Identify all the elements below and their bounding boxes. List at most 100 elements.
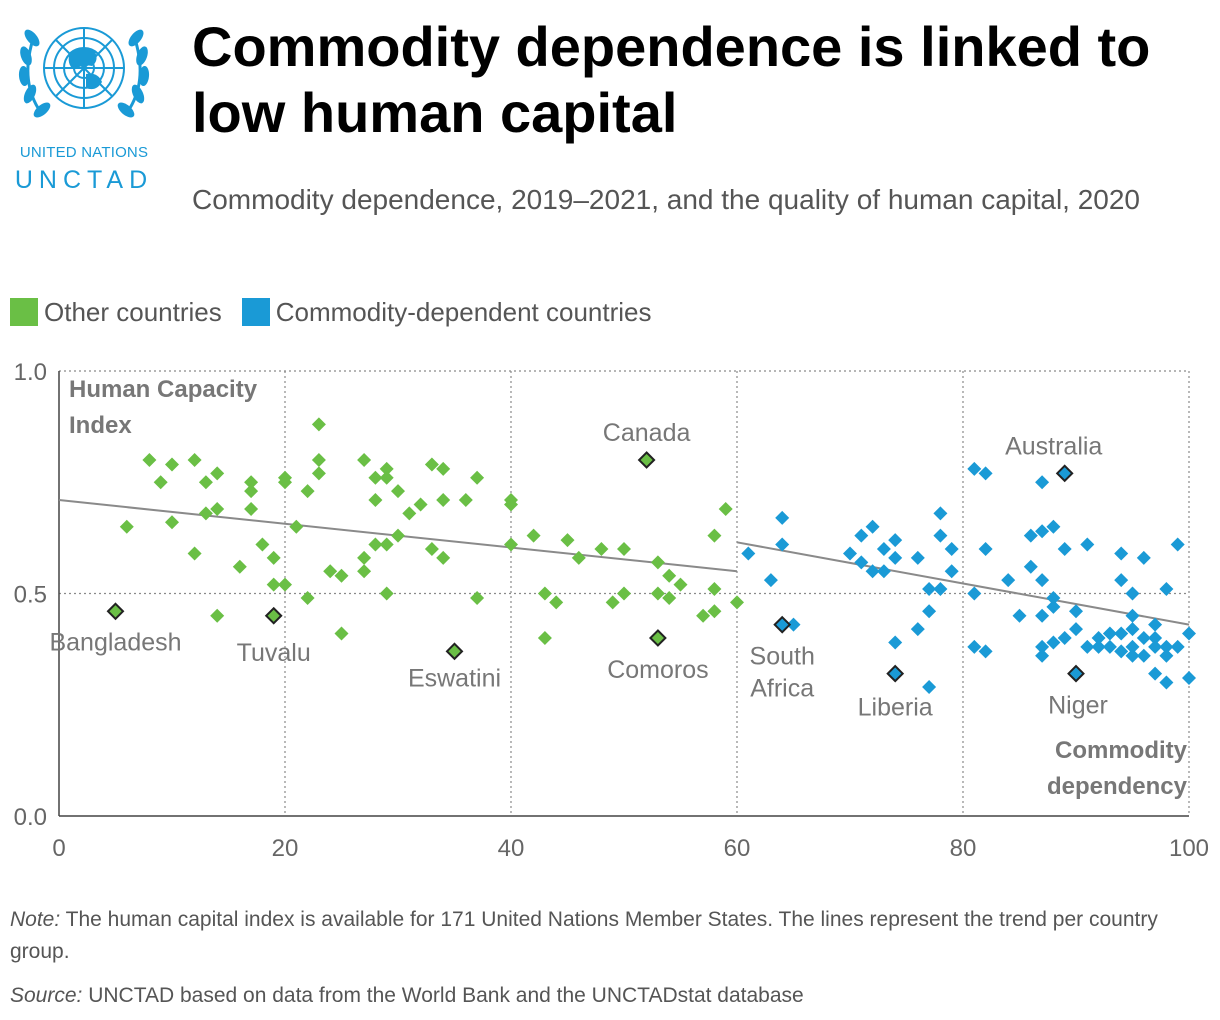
data-point-other: [300, 590, 315, 605]
data-point-other: [707, 528, 722, 543]
data-point-other: [617, 586, 631, 601]
data-point-other: [210, 501, 225, 516]
data-point-other: [650, 555, 665, 570]
data-point-other: [650, 586, 665, 601]
data-point-other: [368, 470, 383, 485]
data-point-commodity: [854, 528, 869, 543]
data-point-commodity: [1125, 648, 1140, 663]
data-point-commodity: [1035, 639, 1050, 654]
unctad-logo: UNITED NATIONS UNCTAD: [8, 8, 160, 198]
data-point-other: [119, 519, 134, 534]
data-point-commodity: [865, 564, 880, 579]
highlighted-point: [648, 629, 667, 647]
data-point-other: [560, 533, 575, 548]
data-point-commodity: [910, 622, 925, 637]
highlighted-point: [445, 642, 464, 661]
data-point-commodity: [1091, 639, 1106, 654]
logo-organization-text: UNITED NATIONS: [19, 144, 149, 161]
data-point-commodity: [933, 506, 948, 521]
data-point-other: [436, 461, 451, 476]
data-point-other: [549, 595, 564, 610]
logo-name-text: UNCTAD: [14, 166, 154, 194]
y-axis-title: Index: [69, 412, 132, 439]
data-point-commodity: [1069, 604, 1083, 619]
scatter-chart: 0 20 40 60 80 100 0.0 0.5 1.0 Human Capacity Index…: [14, 359, 1209, 862]
data-point-commodity: [1159, 582, 1174, 597]
data-point-other: [289, 519, 304, 534]
data-point-other: [436, 550, 451, 565]
data-point-other: [594, 542, 609, 556]
y-tick-label: 1.0: [14, 359, 47, 386]
data-point-commodity: [933, 528, 948, 543]
note-label: Note:: [10, 908, 61, 931]
data-point-other: [730, 595, 744, 610]
data-point-other: [504, 497, 518, 512]
legend-label-other: Other countries: [44, 296, 222, 327]
data-point-other: [662, 590, 677, 605]
data-point-other: [311, 417, 326, 432]
data-point-commodity: [922, 679, 937, 694]
data-point-commodity: [1136, 648, 1151, 663]
data-point-commodity: [1035, 475, 1050, 490]
data-point-commodity: [1159, 648, 1174, 663]
data-point-commodity: [843, 546, 857, 561]
data-point-other: [244, 501, 259, 516]
data-point-other: [311, 466, 326, 481]
data-point-other: [165, 457, 179, 472]
country-label: Africa: [750, 675, 814, 703]
data-point-commodity: [1125, 639, 1140, 654]
data-point-commodity: [933, 582, 948, 597]
data-point-other: [458, 493, 473, 508]
data-point-other: [391, 484, 405, 499]
chart-title: Commodity dependence is linked to low hu…: [192, 15, 1151, 144]
data-point-commodity: [1114, 573, 1129, 588]
data-point-commodity: [1136, 550, 1151, 565]
data-point-other: [368, 493, 383, 508]
y-axis-title: Human Capacity: [69, 376, 258, 403]
data-point-commodity: [854, 555, 869, 570]
data-point-other: [707, 604, 722, 619]
x-tick-label: 20: [272, 835, 299, 862]
data-point-commodity: [1159, 675, 1174, 690]
data-point-commodity: [763, 573, 778, 588]
data-point-commodity: [1114, 644, 1129, 659]
y-tick-label: 0.0: [14, 804, 47, 831]
data-point-commodity: [967, 639, 982, 654]
data-point-other: [278, 475, 292, 490]
data-point-commodity: [1148, 639, 1163, 654]
data-point-other: [526, 528, 541, 543]
data-point-other: [323, 564, 338, 579]
data-point-other: [696, 608, 711, 623]
data-point-commodity: [786, 617, 801, 632]
data-point-other: [617, 542, 631, 556]
data-point-other: [198, 506, 213, 521]
country-label: Comoros: [607, 656, 708, 684]
x-tick-label: 0: [52, 835, 65, 862]
data-point-commodity: [1080, 639, 1095, 654]
highlighted-point: [1055, 464, 1074, 483]
data-point-commodity: [1091, 631, 1106, 645]
data-point-commodity: [1035, 524, 1050, 539]
data-point-other: [334, 568, 349, 583]
x-tick-label: 80: [950, 835, 977, 862]
data-point-commodity: [1114, 546, 1129, 561]
chart-note: Note: The human capital index is availab…: [10, 904, 1215, 968]
data-point-other: [571, 550, 586, 565]
data-point-commodity: [741, 546, 756, 561]
country-label: Canada: [603, 419, 691, 447]
data-point-commodity: [978, 644, 993, 659]
legend-label-commodity: Commodity-dependent countries: [275, 296, 652, 327]
note-text: The human capital index is available for…: [10, 908, 1158, 963]
data-point-other: [424, 542, 439, 556]
data-point-commodity: [1136, 631, 1151, 645]
data-point-commodity: [1182, 626, 1196, 641]
data-point-other: [266, 550, 281, 565]
data-point-commodity: [1057, 542, 1072, 556]
country-label: Eswatini: [408, 664, 501, 692]
data-point-other: [210, 608, 225, 623]
data-point-other: [244, 475, 259, 490]
data-point-commodity: [1035, 648, 1050, 663]
data-point-commodity: [1069, 622, 1083, 637]
data-point-other: [153, 475, 168, 490]
data-point-other: [187, 453, 202, 467]
